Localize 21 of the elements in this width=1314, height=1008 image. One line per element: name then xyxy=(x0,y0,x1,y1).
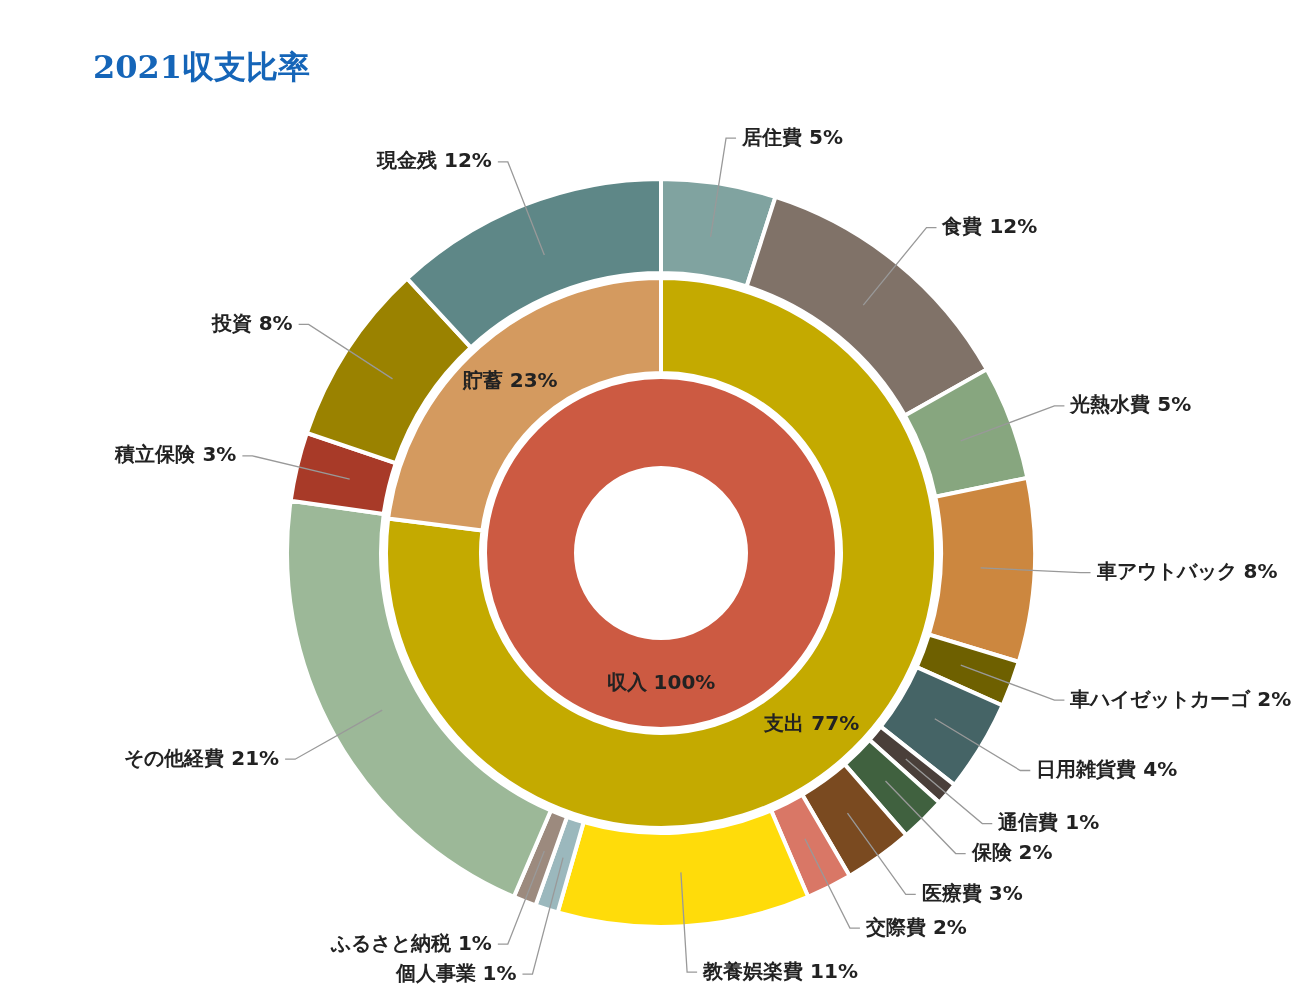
slice-label: 交際費 2% xyxy=(864,914,967,939)
slice-label: 個人事業 1% xyxy=(394,960,517,985)
slice-label: 積立保険 3% xyxy=(114,442,237,467)
slice-label: 日用雑貨費 4% xyxy=(1036,757,1178,781)
slice-label: 医療費 3% xyxy=(921,880,1023,905)
slice-label: 居住費 5% xyxy=(741,124,843,149)
slice-label: 支出 77% xyxy=(763,710,860,735)
slice-label: 投資 8% xyxy=(210,310,293,335)
slice-label: 通信費 1% xyxy=(997,810,1100,835)
slice-label: 車ハイゼットカーゴ 2% xyxy=(1069,686,1292,711)
slice-label: ふるさと納税 1% xyxy=(329,930,492,955)
slice-label: 食費 12% xyxy=(941,214,1038,239)
slice-label: その他経費 21% xyxy=(124,745,280,770)
slice-label: 車アウトバック 8% xyxy=(1095,559,1278,584)
slice-label: 教養娯楽費 11% xyxy=(702,958,858,983)
slice-label: 貯蓄 23% xyxy=(461,368,558,393)
slice-label: 現金残 12% xyxy=(376,148,492,173)
slice-label: 保険 2% xyxy=(970,840,1053,865)
slice-label: 収入 100% xyxy=(606,669,716,694)
slice-label: 光熱水費 5% xyxy=(1069,392,1192,417)
text: 2021収支比率 xyxy=(93,48,311,86)
